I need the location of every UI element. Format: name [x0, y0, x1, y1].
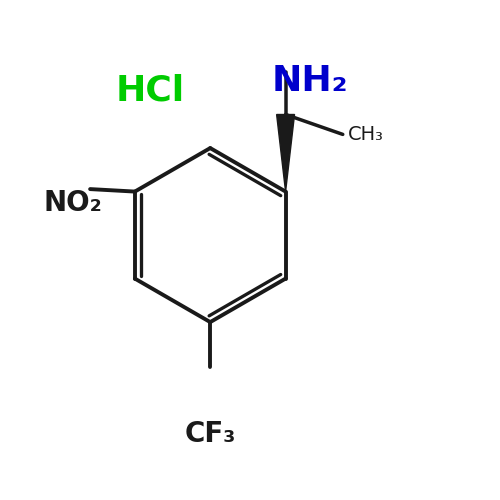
Text: HCl: HCl [116, 74, 185, 108]
Text: CF₃: CF₃ [184, 420, 236, 448]
Text: NH₂: NH₂ [272, 64, 348, 98]
Text: CH₃: CH₃ [348, 125, 384, 144]
Polygon shape [276, 114, 294, 192]
Text: NO₂: NO₂ [44, 189, 102, 217]
